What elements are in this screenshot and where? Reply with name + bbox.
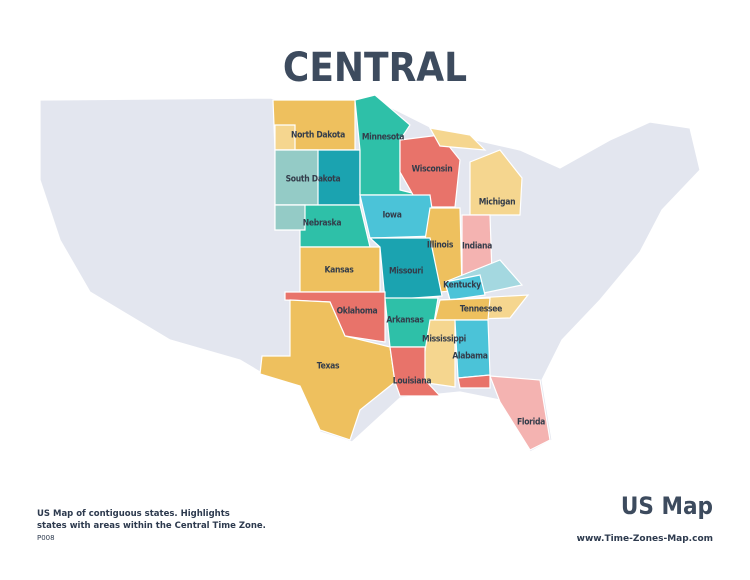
state-label: South Dakota bbox=[286, 175, 341, 185]
state-shape bbox=[444, 274, 486, 301]
brand: US Map bbox=[621, 492, 713, 520]
state-label: Tennessee bbox=[460, 305, 502, 315]
state-label: Minnesota bbox=[362, 133, 404, 143]
state-shape bbox=[259, 299, 396, 441]
state-shape bbox=[469, 149, 523, 216]
description: US Map of contiguous states. Highlights bbox=[37, 509, 230, 519]
url: www.Time-Zones-Map.com bbox=[577, 534, 713, 544]
map bbox=[39, 94, 701, 453]
state-label: Kentucky bbox=[443, 281, 481, 291]
title: CENTRAL bbox=[283, 45, 467, 91]
state-shape bbox=[274, 204, 306, 231]
state-label: Kansas bbox=[325, 266, 355, 276]
state-shape bbox=[428, 127, 487, 151]
state-shape bbox=[457, 374, 491, 389]
state-label: Louisiana bbox=[393, 377, 432, 387]
state-label: Indiana bbox=[462, 242, 492, 252]
state-label: Missouri bbox=[389, 267, 423, 277]
state-label: North Dakota bbox=[291, 131, 345, 141]
state-label: Arkansas bbox=[386, 316, 424, 326]
state-label: Michigan bbox=[479, 198, 516, 208]
code: P008 bbox=[37, 534, 55, 542]
state-shape bbox=[354, 94, 421, 196]
state-label: Nebraska bbox=[303, 219, 342, 229]
state-label: Oklahoma bbox=[337, 307, 378, 317]
state-label: Wisconsin bbox=[412, 165, 453, 175]
state-label: Illinois bbox=[427, 241, 454, 251]
description: states with areas within the Central Tim… bbox=[37, 521, 266, 531]
state-shape bbox=[489, 375, 551, 451]
state-shape bbox=[389, 346, 442, 397]
state-labels: North Dakota South Dakota Minnesota Wisc… bbox=[286, 131, 546, 428]
state-label: Texas bbox=[317, 362, 340, 372]
state-label: Florida bbox=[517, 418, 545, 428]
state-label: Iowa bbox=[382, 211, 401, 221]
footer: US Map of contiguous states. Highlights … bbox=[37, 492, 713, 544]
state-label: Mississippi bbox=[422, 335, 466, 345]
state-shape bbox=[454, 319, 491, 379]
state-label: Alabama bbox=[452, 352, 487, 362]
